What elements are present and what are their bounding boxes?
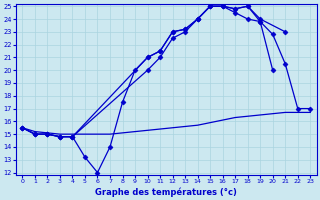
X-axis label: Graphe des températures (°c): Graphe des températures (°c) <box>95 187 237 197</box>
